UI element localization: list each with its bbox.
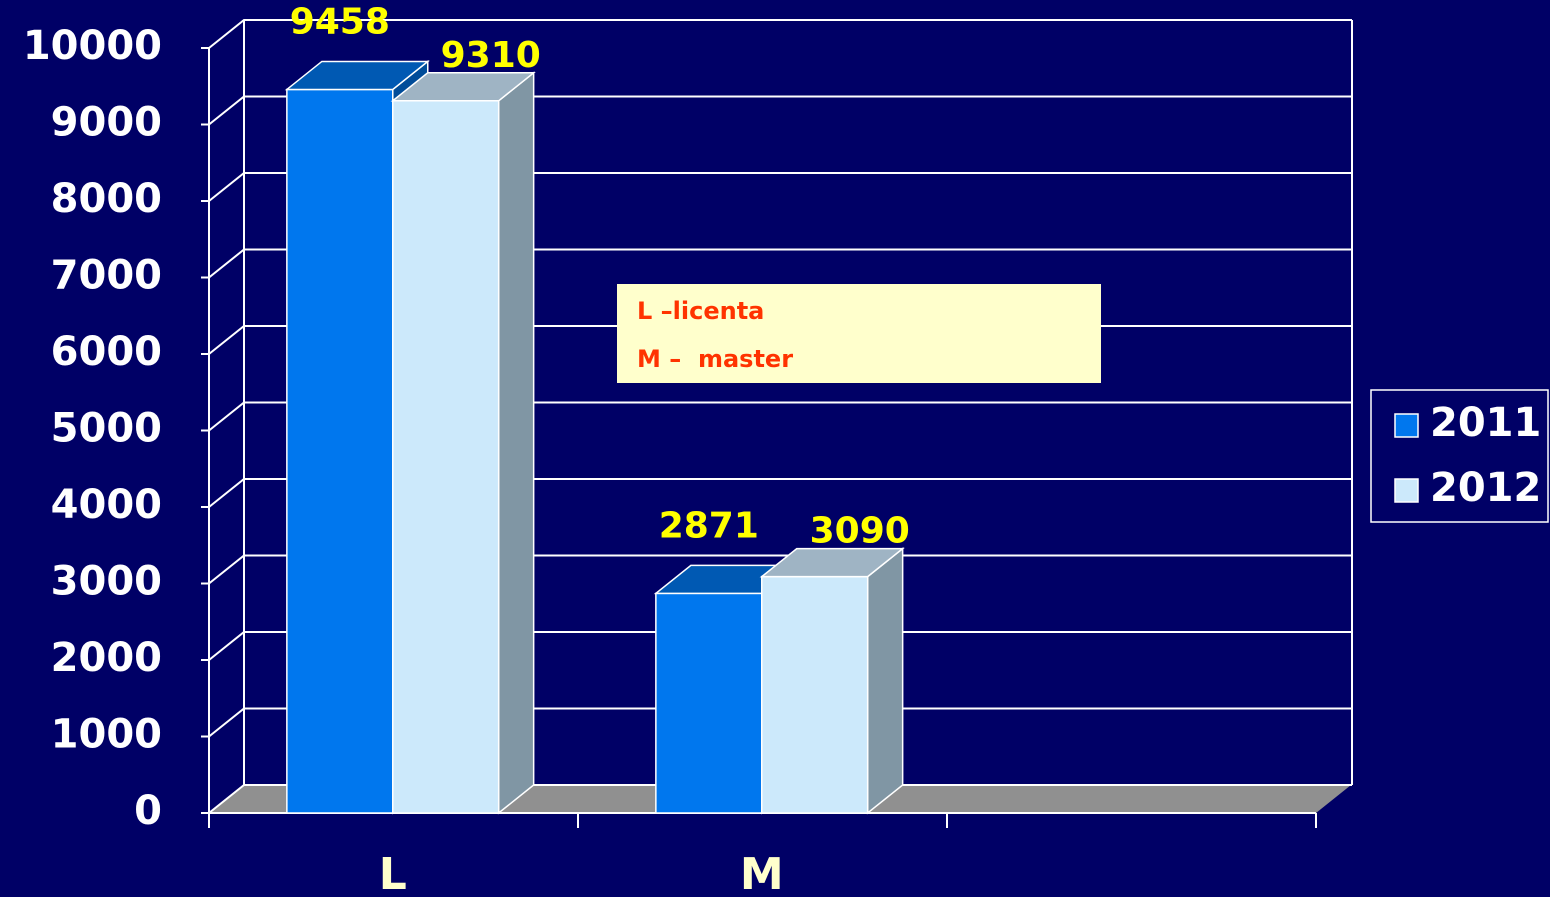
grid-segment [208, 631, 1352, 661]
grid-segment [208, 401, 1352, 432]
note-text: M – master [637, 345, 793, 373]
y-tick-label: 6000 [51, 329, 162, 375]
grid-segment [208, 172, 1352, 202]
bar-side [497, 71, 535, 815]
y-tick-label: 2000 [51, 635, 162, 681]
y-tick-label: 8000 [51, 176, 162, 222]
bar-front [655, 592, 763, 814]
note-box [617, 284, 1101, 383]
grid-segment [208, 19, 1352, 49]
grid-line [208, 784, 1352, 814]
y-tick-label: 1000 [51, 712, 162, 758]
x-tick-label: L [379, 849, 407, 897]
bar-top [390, 72, 536, 102]
y-tick-label: 5000 [51, 406, 162, 452]
grid-line [208, 248, 1352, 279]
y-tick-label: 4000 [51, 482, 162, 528]
value-label: 2871 [659, 505, 759, 546]
value-label: 3090 [810, 511, 910, 552]
grid-segment [208, 95, 1352, 126]
value-label: 9310 [441, 35, 541, 76]
bar-front [286, 88, 394, 814]
grid-line [208, 554, 1352, 585]
legend-label: 2011 [1430, 400, 1541, 446]
grid-segment [208, 784, 1352, 814]
bar [759, 547, 905, 815]
grid-line [208, 478, 1352, 508]
y-tick-label: 0 [134, 788, 162, 834]
grid-segment [208, 248, 1352, 279]
legend-swatch [1394, 478, 1419, 503]
bar [390, 71, 536, 815]
legend-label: 2012 [1430, 465, 1541, 511]
value-label: 9458 [290, 1, 390, 42]
grid-line [208, 631, 1352, 661]
bar-top [759, 547, 905, 578]
grid-line [208, 707, 1352, 738]
y-tick-label: 7000 [51, 253, 162, 299]
grid-segment [208, 707, 1352, 738]
note-text: L –licenta [637, 297, 764, 325]
y-tick-label: 3000 [51, 559, 162, 605]
grid-line [208, 172, 1352, 202]
bar-front [761, 575, 869, 814]
legend-swatch [1394, 413, 1419, 438]
grid-line [208, 401, 1352, 432]
bar-front [392, 100, 500, 814]
grid-segment [208, 554, 1352, 585]
grid-segment [208, 478, 1352, 508]
bar-side [866, 547, 904, 815]
y-tick-label: 9000 [51, 100, 162, 146]
grid-line [208, 19, 1352, 49]
y-tick-label: 10000 [23, 23, 162, 69]
grid-line [208, 95, 1352, 126]
x-tick-label: M [740, 849, 784, 897]
bar-top [284, 60, 430, 91]
